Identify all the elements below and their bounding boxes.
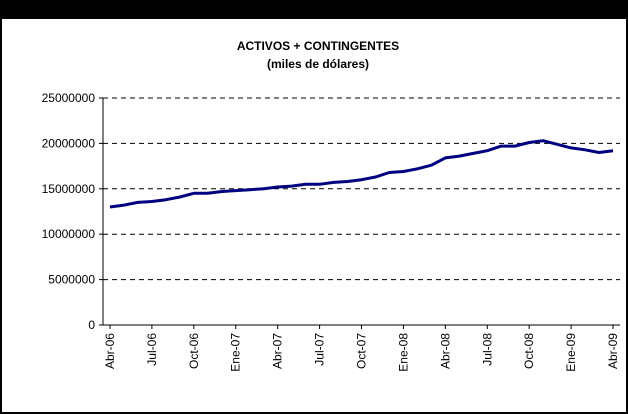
x-tick-label: Jul-07 bbox=[313, 333, 327, 366]
chart-title: ACTIVOS + CONTINGENTES bbox=[237, 39, 399, 53]
y-tick-label: 25000000 bbox=[42, 91, 96, 105]
y-tick-label: 15000000 bbox=[42, 182, 96, 196]
x-tick-label: Oct-07 bbox=[355, 333, 369, 369]
x-tick-label: Jul-06 bbox=[145, 333, 159, 366]
chart-subtitle: (miles de dólares) bbox=[267, 57, 369, 71]
series-line bbox=[109, 139, 614, 209]
x-tick-label: Ene-09 bbox=[564, 333, 578, 372]
y-tick-label: 0 bbox=[88, 318, 95, 332]
x-tick-label: Abr-07 bbox=[271, 333, 285, 369]
x-tick-label: Oct-08 bbox=[522, 333, 536, 369]
x-tick-label: Abr-06 bbox=[103, 333, 117, 369]
header-band bbox=[0, 0, 628, 18]
frame bbox=[0, 17, 628, 414]
x-tick-label: Ene-07 bbox=[229, 333, 243, 372]
x-tick-label: Abr-08 bbox=[438, 333, 452, 369]
x-tick-label: Abr-09 bbox=[606, 333, 620, 369]
x-tick-label: Oct-06 bbox=[187, 333, 201, 369]
x-tick-label: Jul-08 bbox=[480, 333, 494, 366]
y-tick-label: 10000000 bbox=[42, 227, 96, 241]
y-tick-label: 5000000 bbox=[48, 273, 95, 287]
x-tick-label: Ene-08 bbox=[396, 333, 410, 372]
y-tick-label: 20000000 bbox=[42, 136, 96, 150]
